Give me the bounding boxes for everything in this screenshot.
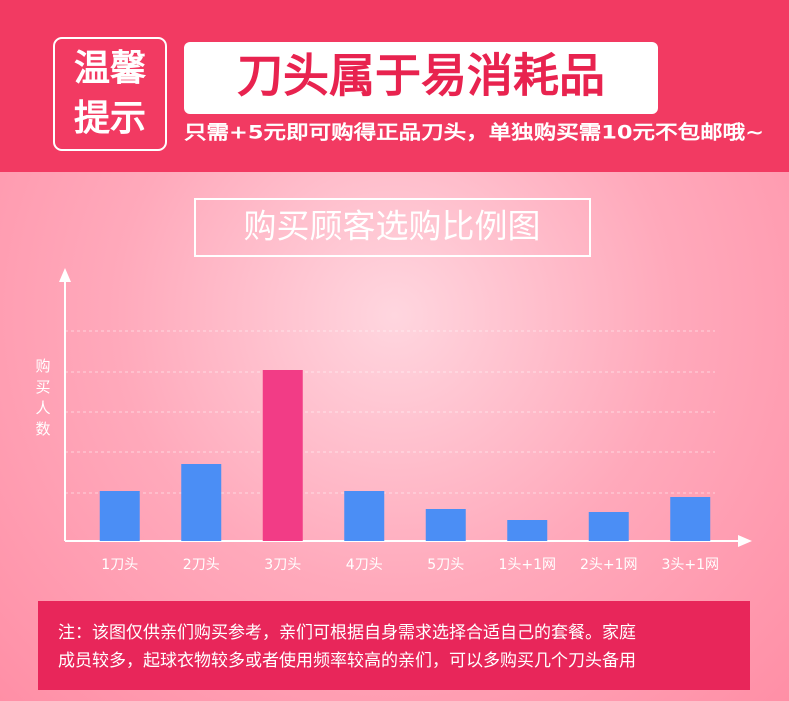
x-arrow bbox=[738, 535, 752, 547]
badge-text: 温馨 bbox=[74, 48, 147, 89]
x-tick-label: 2刀头 bbox=[183, 557, 220, 573]
x-tick-label: 2头+1网 bbox=[580, 557, 638, 573]
bar bbox=[181, 464, 222, 541]
badge-box bbox=[53, 37, 167, 151]
badge-text: 提示 bbox=[74, 98, 146, 139]
x-tick-label: 5刀头 bbox=[427, 557, 464, 573]
note-line: 成员较多，起球衣物较多或者使用频率较高的亲们，可以多购买几个刀头备用 bbox=[58, 650, 636, 671]
note-line: 注：该图仅供亲们购买参考，亲们可根据自身需求选择合适自己的套餐。家庭 bbox=[58, 623, 636, 643]
bar bbox=[262, 370, 303, 541]
x-tick-label: 1头+1网 bbox=[498, 557, 556, 573]
subline: 只需+5元即可购得正品刀头，单独购买需10元不包邮哦~ bbox=[184, 121, 764, 144]
note-box bbox=[38, 601, 750, 690]
bar bbox=[588, 512, 629, 541]
headline-box bbox=[184, 42, 658, 114]
bar bbox=[99, 491, 140, 541]
x-tick-label: 3刀头 bbox=[264, 557, 301, 573]
y-axis-label: 购买人数 bbox=[34, 358, 52, 442]
title-box bbox=[194, 198, 591, 257]
y-arrow bbox=[59, 268, 71, 282]
x-tick-label: 3头+1网 bbox=[661, 557, 719, 573]
bar bbox=[670, 497, 711, 541]
bar bbox=[507, 520, 548, 541]
x-tick-label: 4刀头 bbox=[346, 557, 383, 573]
chart-title: 购买顾客选购比例图 bbox=[244, 207, 541, 246]
x-tick-label: 1刀头 bbox=[101, 557, 138, 573]
bar bbox=[344, 491, 385, 541]
bar bbox=[425, 509, 466, 541]
headline: 刀头属于易消耗品 bbox=[237, 49, 605, 103]
